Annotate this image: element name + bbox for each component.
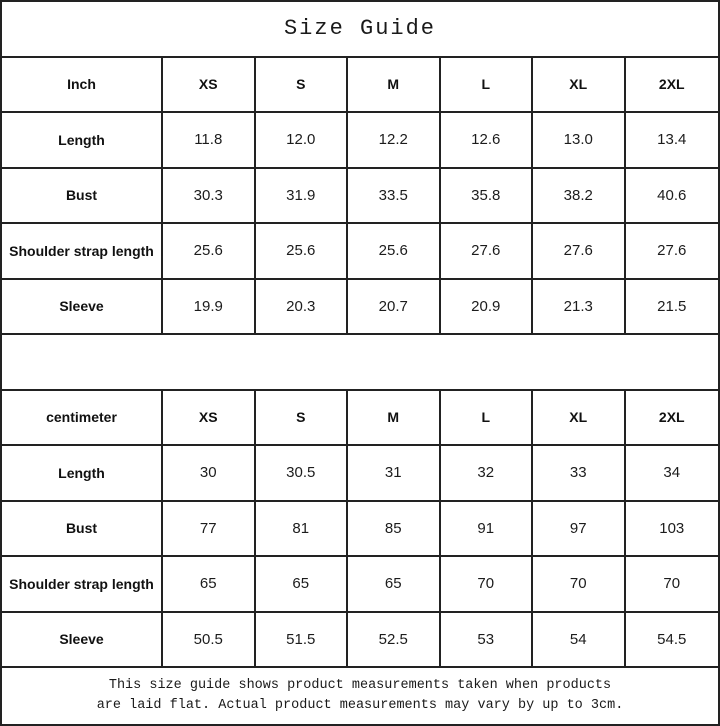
size-header-cell: L — [440, 390, 533, 446]
value-cell: 12.2 — [348, 113, 441, 169]
value-cell: 77 — [163, 501, 256, 557]
size-header-cell: XS — [163, 57, 256, 113]
value-cell: 21.5 — [625, 280, 718, 335]
value-cell: 31 — [348, 446, 441, 502]
size-header-cell: XL — [533, 390, 626, 446]
value-cell: 13.0 — [533, 113, 626, 169]
row-label: Bust — [2, 168, 163, 224]
measurement-note: This size guide shows product measuremen… — [2, 668, 718, 724]
value-cell: 30.3 — [163, 168, 256, 224]
row-label: Shoulder strap length — [2, 557, 163, 613]
row-label: Shoulder strap length — [2, 224, 163, 280]
value-cell: 35.8 — [440, 168, 533, 224]
value-cell: 81 — [255, 501, 348, 557]
value-cell: 51.5 — [255, 612, 348, 668]
inch-table: Inch XS S M L XL 2XL Length 11.8 12.0 12… — [2, 57, 718, 335]
unit-header-cell: centimeter — [2, 390, 163, 446]
value-cell: 65 — [255, 557, 348, 613]
value-cell: 103 — [625, 502, 718, 557]
value-cell: 25.6 — [255, 224, 348, 280]
size-header-cell: L — [440, 57, 533, 113]
row-label: Bust — [2, 501, 163, 557]
row-label: Sleeve — [2, 279, 163, 335]
value-cell: 91 — [440, 501, 533, 557]
size-header-cell: S — [255, 57, 348, 113]
row-label: Sleeve — [2, 612, 163, 668]
value-cell: 34 — [625, 446, 718, 502]
value-cell: 54 — [533, 612, 626, 668]
unit-header-cell: Inch — [2, 57, 163, 113]
row-label: Length — [2, 446, 163, 502]
value-cell: 52.5 — [348, 612, 441, 668]
value-cell: 38.2 — [533, 168, 626, 224]
page-title: Size Guide — [2, 2, 718, 58]
size-header-cell: XS — [163, 390, 256, 446]
note-line-1: This size guide shows product measuremen… — [108, 678, 612, 693]
value-cell: 27.6 — [533, 224, 626, 280]
value-cell: 33.5 — [348, 168, 441, 224]
value-cell: 12.6 — [440, 113, 533, 169]
value-cell: 30 — [163, 446, 256, 502]
value-cell: 11.8 — [163, 113, 256, 169]
value-cell: 50.5 — [163, 612, 256, 668]
value-cell: 97 — [533, 501, 626, 557]
row-label: Length — [2, 113, 163, 169]
value-cell: 20.9 — [440, 279, 533, 335]
note-line-2: are laid flat. Actual product measuremen… — [96, 698, 624, 713]
value-cell: 85 — [348, 501, 441, 557]
value-cell: 65 — [348, 557, 441, 613]
value-cell: 20.3 — [255, 279, 348, 335]
size-header-cell: M — [348, 57, 441, 113]
value-cell: 70 — [625, 557, 718, 613]
value-cell: 25.6 — [348, 224, 441, 280]
size-header-cell: XL — [533, 57, 626, 113]
size-header-cell: M — [348, 390, 441, 446]
value-cell: 40.6 — [625, 169, 718, 224]
centimeter-table: centimeter XS S M L XL 2XL Length 30 30.… — [2, 390, 718, 668]
value-cell: 33 — [533, 446, 626, 502]
value-cell: 27.6 — [625, 224, 718, 280]
value-cell: 70 — [533, 557, 626, 613]
size-header-cell: 2XL — [625, 58, 718, 113]
value-cell: 21.3 — [533, 279, 626, 335]
value-cell: 70 — [440, 557, 533, 613]
size-header-cell: 2XL — [625, 391, 718, 446]
value-cell: 19.9 — [163, 279, 256, 335]
value-cell: 53 — [440, 612, 533, 668]
value-cell: 13.4 — [625, 113, 718, 169]
value-cell: 32 — [440, 446, 533, 502]
value-cell: 12.0 — [255, 113, 348, 169]
value-cell: 25.6 — [163, 224, 256, 280]
value-cell: 65 — [163, 557, 256, 613]
value-cell: 54.5 — [625, 613, 718, 668]
size-header-cell: S — [255, 390, 348, 446]
value-cell: 20.7 — [348, 279, 441, 335]
value-cell: 31.9 — [255, 168, 348, 224]
table-spacer — [2, 335, 718, 391]
value-cell: 27.6 — [440, 224, 533, 280]
value-cell: 30.5 — [255, 446, 348, 502]
